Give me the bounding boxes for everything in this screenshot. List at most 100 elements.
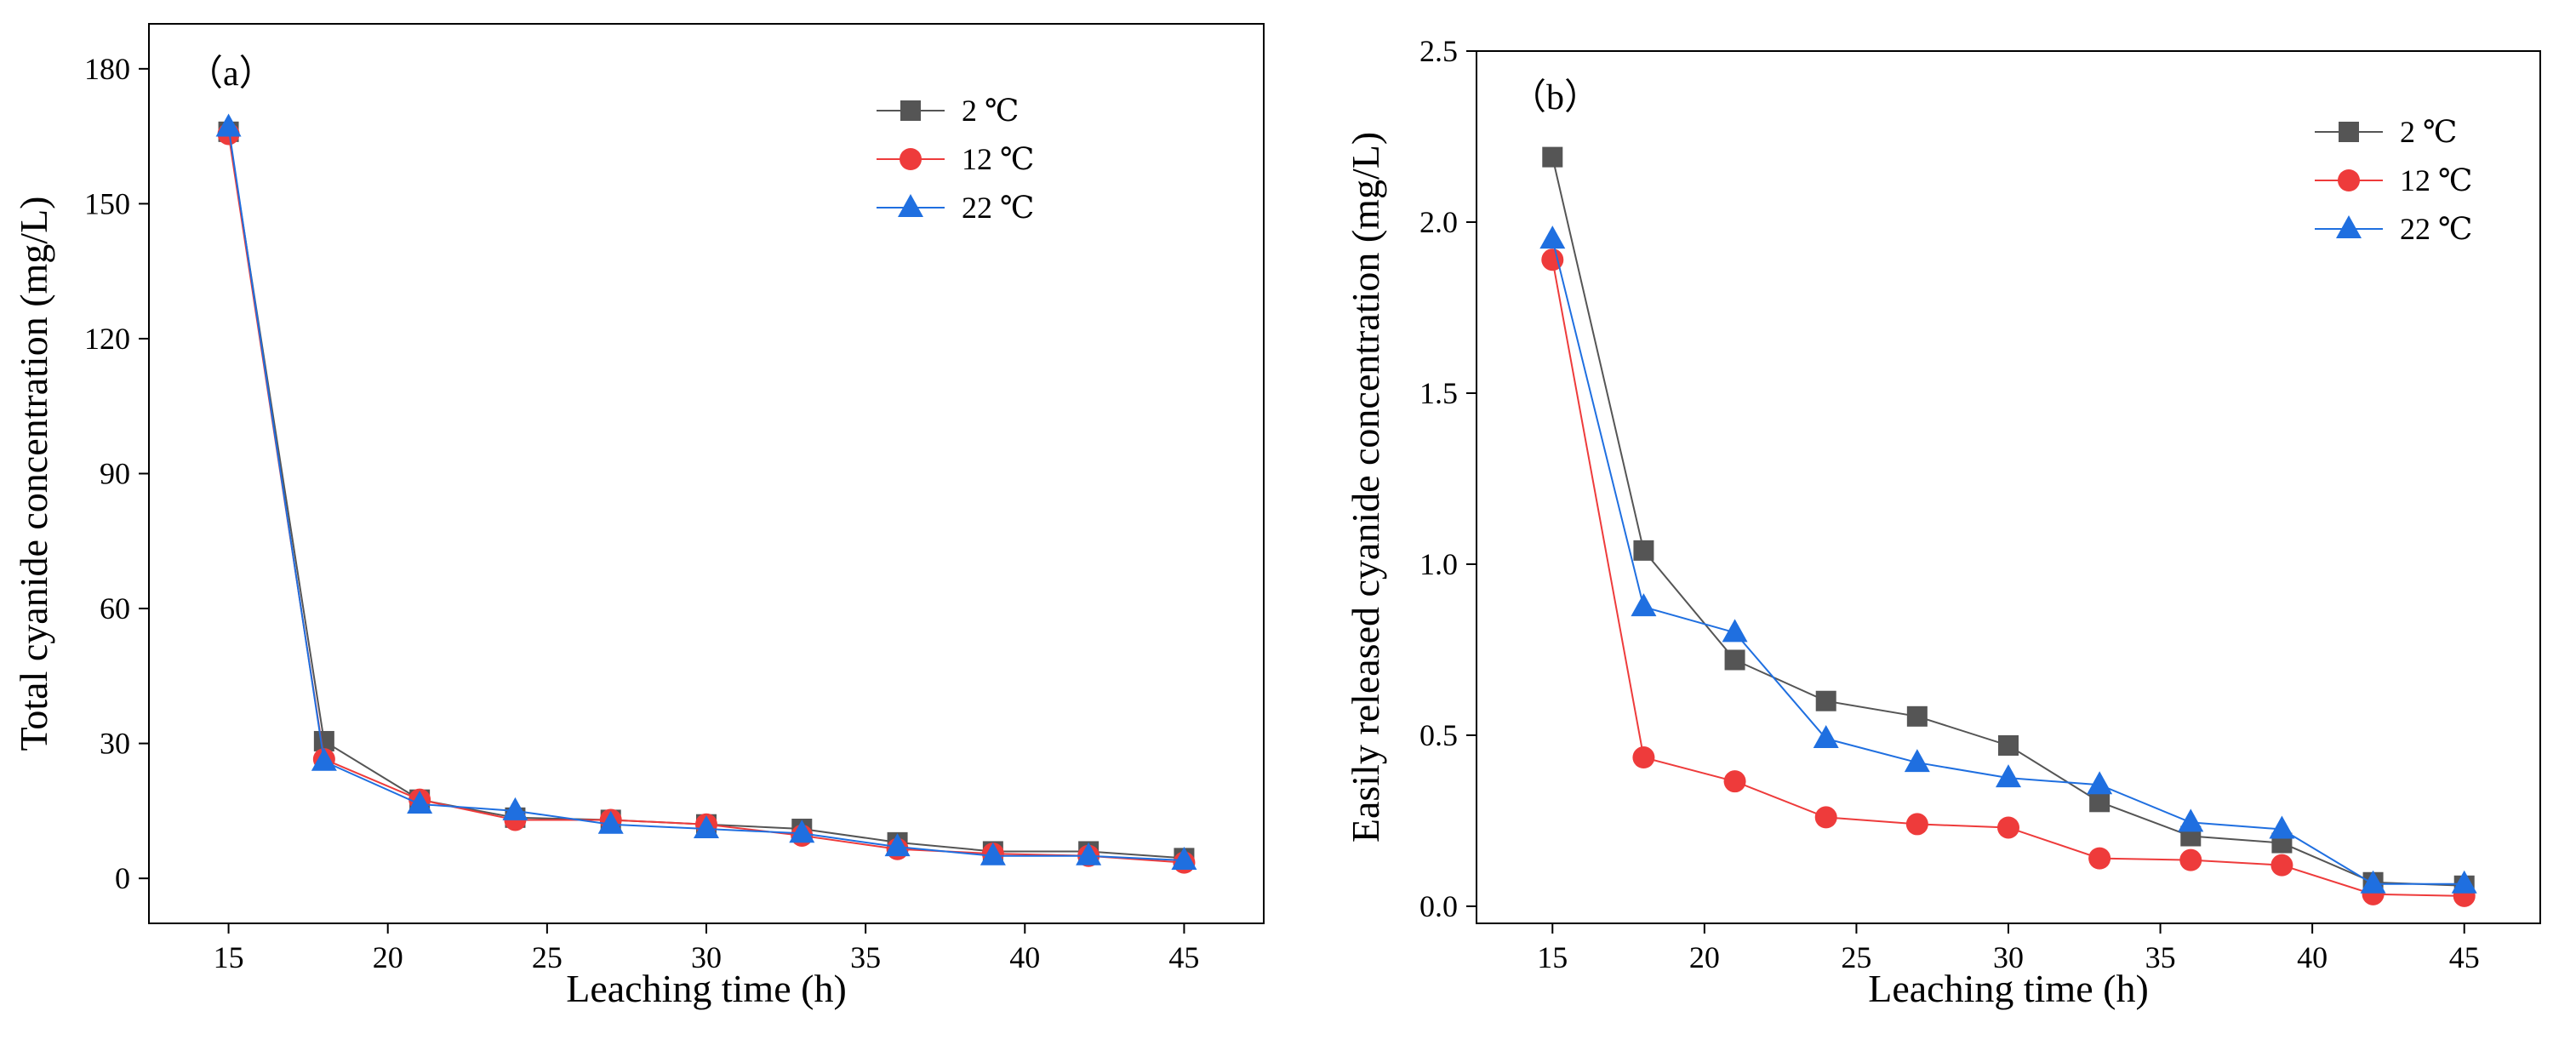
data-point bbox=[1996, 764, 2021, 788]
legend-label: 2 ℃ bbox=[2400, 115, 2457, 149]
data-point bbox=[1076, 842, 1102, 865]
data-point bbox=[1813, 724, 1839, 748]
y-tick-label: 0.5 bbox=[1419, 718, 1458, 752]
series-0 bbox=[218, 121, 1195, 869]
y-tick-label: 2.0 bbox=[1419, 205, 1458, 239]
y-tick-label: 150 bbox=[84, 186, 130, 220]
data-point bbox=[407, 790, 433, 814]
x-tick-label: 40 bbox=[1009, 940, 1040, 974]
data-point bbox=[597, 810, 624, 834]
data-point bbox=[1633, 540, 1654, 561]
series-line bbox=[227, 131, 1185, 860]
legend-label: 22 ℃ bbox=[962, 191, 1034, 225]
panel-label: （b） bbox=[1511, 78, 1600, 117]
data-point bbox=[1724, 649, 1745, 671]
data-point bbox=[1814, 806, 1837, 829]
legend-marker bbox=[2339, 122, 2359, 142]
series-2 bbox=[215, 113, 1197, 871]
data-point bbox=[215, 113, 242, 137]
y-tick-label: 2.5 bbox=[1419, 34, 1458, 68]
legend-marker bbox=[900, 148, 922, 170]
x-tick-label: 30 bbox=[691, 940, 722, 974]
x-tick-label: 35 bbox=[850, 940, 881, 974]
data-point bbox=[311, 747, 337, 771]
data-point bbox=[2178, 808, 2204, 832]
data-point bbox=[2087, 771, 2113, 795]
data-point bbox=[1722, 619, 1748, 643]
x-tick-label: 20 bbox=[1689, 940, 1720, 974]
y-tick-label: 180 bbox=[84, 52, 130, 86]
legend-label: 2 ℃ bbox=[962, 94, 1019, 128]
data-point bbox=[1904, 749, 1930, 773]
x-tick-label: 45 bbox=[1168, 940, 1199, 974]
data-point bbox=[502, 797, 528, 820]
legend-marker bbox=[2336, 215, 2362, 238]
chart-panel-a: 15 20 25 30 35 40 45 0 30 60 90 120 150 180 Leaching t… bbox=[12, 23, 1265, 1010]
x-axis-title: Leaching time (h) bbox=[566, 967, 847, 1010]
y-tick-label: 30 bbox=[100, 727, 130, 761]
series-1 bbox=[217, 123, 1196, 874]
data-point bbox=[2360, 870, 2386, 894]
plot-frame bbox=[1476, 50, 2541, 924]
x-axis-title: Leaching time (h) bbox=[1868, 967, 2149, 1010]
legend-item: 12 ℃ bbox=[877, 142, 1034, 176]
data-point bbox=[1815, 690, 1836, 711]
legend-item: 22 ℃ bbox=[877, 191, 1034, 225]
data-point bbox=[2270, 854, 2293, 877]
x-tick-label: 35 bbox=[2145, 940, 2176, 974]
x-tick-label: 40 bbox=[2297, 940, 2328, 974]
panel-label: （a） bbox=[187, 54, 275, 94]
legend-label: 12 ℃ bbox=[2400, 163, 2472, 197]
data-point bbox=[1171, 847, 1197, 871]
chart-panel-b: 15 20 25 30 35 40 45 0.0 0.5 1.0 1.5 2.0 2.5 Leaching… bbox=[1344, 34, 2541, 1010]
y-tick-label: 0.0 bbox=[1419, 889, 1458, 923]
data-point bbox=[2088, 847, 2111, 870]
data-point bbox=[1905, 813, 1928, 836]
data-point bbox=[2179, 848, 2202, 871]
data-point bbox=[980, 842, 1006, 865]
data-point bbox=[884, 833, 911, 857]
y-tick-label: 120 bbox=[84, 322, 130, 356]
y-tick-label: 0 bbox=[115, 861, 130, 895]
legend-label: 22 ℃ bbox=[2400, 212, 2472, 246]
series-line bbox=[1551, 260, 2465, 897]
legend-marker bbox=[2338, 169, 2360, 191]
series-line bbox=[227, 134, 1185, 864]
data-point bbox=[1631, 593, 1657, 617]
legend-item: 2 ℃ bbox=[877, 94, 1019, 128]
data-point bbox=[1723, 770, 1746, 793]
x-tick-label: 25 bbox=[532, 940, 563, 974]
data-point bbox=[1632, 746, 1655, 769]
data-point bbox=[2089, 791, 2110, 813]
y-tick-label: 1.0 bbox=[1419, 547, 1458, 581]
y-axis-title: Easily released cyanide concentration (m… bbox=[1344, 132, 1387, 843]
legend: 2 ℃ 12 ℃ 22 ℃ bbox=[2315, 115, 2472, 246]
series-1 bbox=[1541, 248, 2476, 907]
data-point bbox=[1998, 734, 2019, 756]
x-tick-label: 45 bbox=[2449, 940, 2480, 974]
x-tick-label: 25 bbox=[1841, 940, 1871, 974]
legend-item: 22 ℃ bbox=[2315, 212, 2472, 246]
data-point bbox=[2269, 815, 2295, 839]
legend-item: 2 ℃ bbox=[2315, 115, 2457, 149]
data-point bbox=[1542, 146, 1563, 168]
y-axis-title: Total cyanide concentration (mg/L) bbox=[12, 196, 55, 751]
legend-item: 12 ℃ bbox=[2315, 163, 2472, 197]
y-tick-label: 60 bbox=[100, 591, 130, 625]
x-tick-label: 15 bbox=[214, 940, 244, 974]
series-line bbox=[227, 127, 1185, 862]
y-tick-label: 90 bbox=[100, 457, 130, 491]
legend: 2 ℃ 12 ℃ 22 ℃ bbox=[877, 94, 1034, 225]
data-point bbox=[694, 815, 719, 839]
data-point bbox=[1906, 705, 1928, 727]
plot-frame bbox=[148, 23, 1265, 924]
legend-marker bbox=[900, 100, 921, 121]
legend-label: 12 ℃ bbox=[962, 142, 1034, 176]
data-point bbox=[1539, 226, 1566, 249]
x-tick-label: 15 bbox=[1537, 940, 1568, 974]
x-tick-label: 20 bbox=[373, 940, 403, 974]
legend-marker bbox=[898, 194, 923, 217]
y-tick-label: 1.5 bbox=[1419, 376, 1458, 410]
data-point bbox=[1997, 816, 2019, 839]
